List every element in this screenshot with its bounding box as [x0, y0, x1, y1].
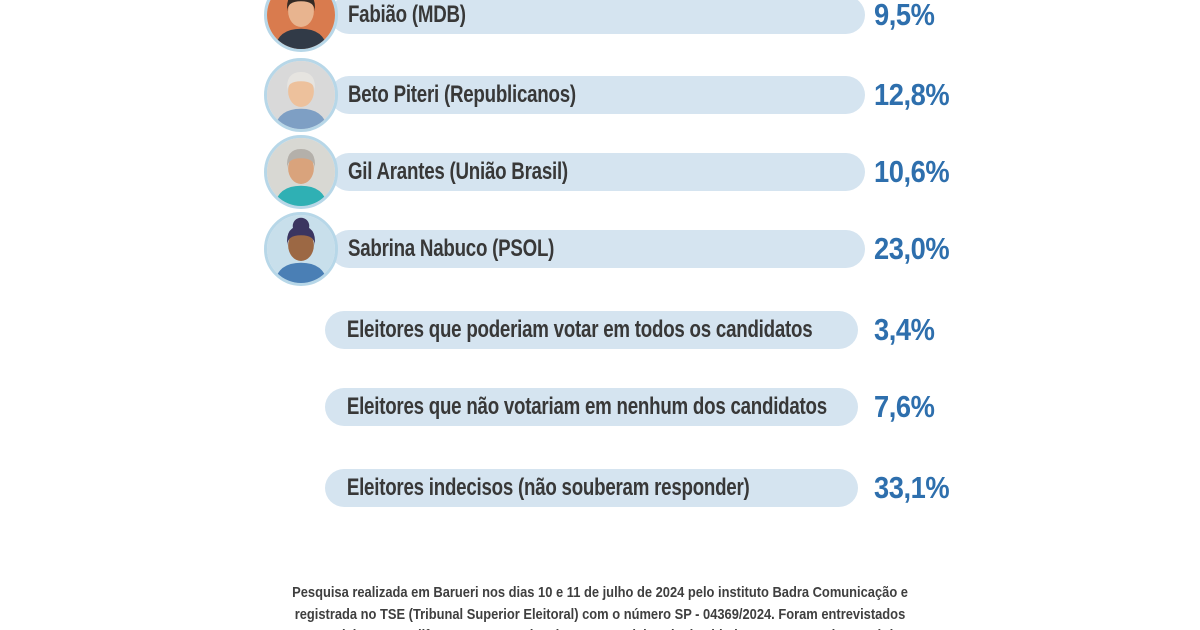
option-bar: Eleitores que não votariam em nenhum dos… — [325, 388, 858, 426]
person-photo-icon — [267, 61, 335, 129]
percent-value: 7,6% — [874, 389, 935, 424]
avatar-gil-arantes — [264, 135, 338, 209]
option-label: Eleitores que poderiam votar em todos os… — [346, 316, 813, 343]
candidate-bar: Beto Piteri (Republicanos) — [330, 76, 865, 114]
percent-value: 3,4% — [874, 312, 935, 347]
avatar-beto-piteri — [264, 58, 338, 132]
avatar-sabrina-nabuco — [264, 212, 338, 286]
candidate-name-label: Sabrina Nabuco (PSOL) — [347, 235, 555, 262]
percent-value: 9,5% — [874, 0, 935, 32]
option-label: Eleitores indecisos (não souberam respon… — [346, 474, 750, 501]
option-bar: Eleitores que poderiam votar em todos os… — [325, 311, 858, 349]
option-label: Eleitores que não votariam em nenhum dos… — [346, 393, 827, 420]
candidate-name-label: Beto Piteri (Republicanos) — [347, 81, 576, 108]
person-photo-icon — [267, 215, 335, 283]
option-bar: Eleitores indecisos (não souberam respon… — [325, 469, 858, 507]
candidate-name-label: Fabião (MDB) — [347, 1, 466, 28]
candidate-name-label: Gil Arantes (União Brasil) — [347, 158, 568, 185]
candidate-bar: Sabrina Nabuco (PSOL) — [330, 230, 865, 268]
percent-value: 23,0% — [874, 231, 950, 266]
person-photo-icon — [267, 138, 335, 206]
candidate-bar: Gil Arantes (União Brasil) — [330, 153, 865, 191]
avatar-fabiao — [264, 0, 338, 52]
methodology-line: registrada no TSE (Tribunal Superior Ele… — [294, 605, 906, 623]
methodology-note: Pesquisa realizada em Barueri nos dias 1… — [220, 582, 980, 630]
percent-value: 12,8% — [874, 77, 950, 112]
candidate-bar: Fabião (MDB) — [330, 0, 865, 34]
percent-value: 33,1% — [874, 470, 950, 505]
methodology-line: 1.060 eleitores em diferentes pontos das… — [220, 625, 980, 630]
person-photo-icon — [267, 0, 335, 49]
percent-value: 10,6% — [874, 154, 950, 189]
methodology-line: Pesquisa realizada em Barueri nos dias 1… — [292, 584, 908, 601]
